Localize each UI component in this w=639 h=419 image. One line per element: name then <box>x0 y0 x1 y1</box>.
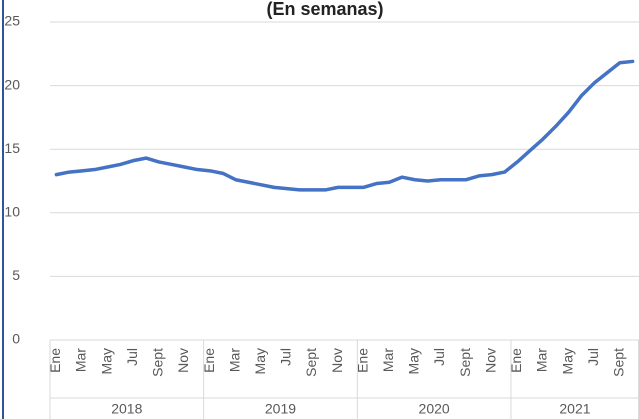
x-tick-label: Jul <box>278 348 294 366</box>
x-tick-label: May <box>559 348 575 374</box>
x-tick-label: Mar <box>380 348 396 372</box>
x-tick-label: Nov <box>482 348 498 373</box>
x-tick-label: May <box>406 348 422 374</box>
x-tick-label: May <box>98 348 114 374</box>
x-tick-label: Sept <box>150 348 166 377</box>
x-group-label: 2021 <box>559 401 590 417</box>
x-tick-label: Ene <box>354 348 370 373</box>
x-group-label: 2018 <box>111 401 142 417</box>
y-tick-label: 5 <box>12 267 20 283</box>
line-series <box>54 59 635 192</box>
x-tick-label: Ene <box>47 348 63 373</box>
x-tick-label: Mar <box>534 348 550 372</box>
x-tick-label: Sept <box>303 348 319 377</box>
x-group-label: 2020 <box>419 401 450 417</box>
x-tick-label: Mar <box>226 348 242 372</box>
x-tick-label: Sept <box>610 348 626 377</box>
x-tick-label: Nov <box>329 348 345 373</box>
y-tick-label: 15 <box>4 140 20 156</box>
x-tick-label: Ene <box>201 348 217 373</box>
x-tick-label: Mar <box>73 348 89 372</box>
x-tick-label: Jul <box>585 348 601 366</box>
y-tick-label: 20 <box>4 76 20 92</box>
x-tick-label: Jul <box>431 348 447 366</box>
x-tick-label: Jul <box>124 348 140 366</box>
y-tick-label: 10 <box>4 204 20 220</box>
chart-subtitle: (En semanas) <box>266 0 383 19</box>
y-tick-label: 0 <box>12 331 20 347</box>
x-tick-label: May <box>252 348 268 374</box>
x-group-label: 2019 <box>265 401 296 417</box>
x-tick-label: Ene <box>508 348 524 373</box>
y-tick-label: 25 <box>4 13 20 29</box>
x-tick-label: Nov <box>175 348 191 373</box>
x-tick-label: Sept <box>457 348 473 377</box>
